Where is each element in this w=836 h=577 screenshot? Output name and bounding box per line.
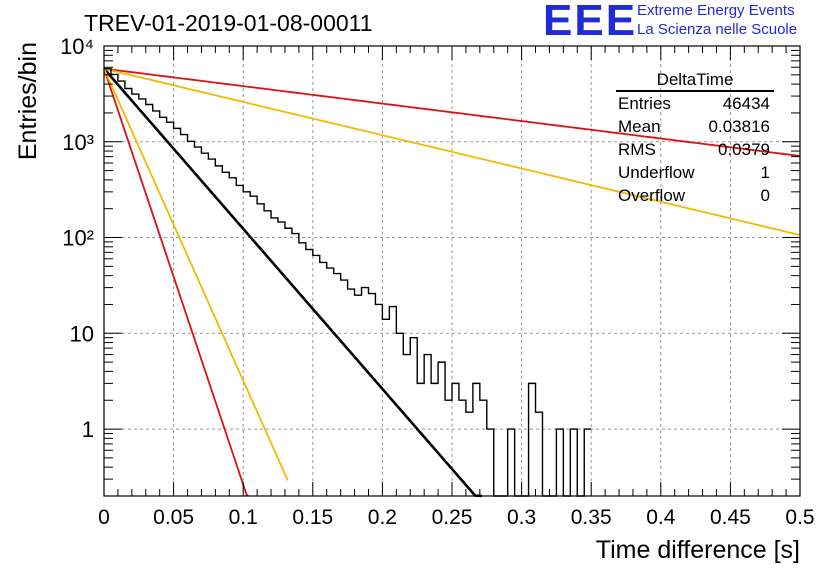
- y-tick-label: 10⁴: [60, 34, 94, 59]
- stats-value: 46434: [722, 94, 770, 113]
- x-tick-label: 0.15: [292, 506, 333, 529]
- stats-row: Mean 0.03816: [610, 115, 778, 138]
- y-tick-label: 10³: [62, 130, 94, 155]
- chart-title: TREV-01-2019-01-08-00011: [84, 10, 373, 36]
- stats-row: RMS 0.0379: [610, 138, 778, 161]
- stats-row: Entries 46434: [610, 92, 778, 115]
- y-tick-label: 1: [82, 417, 94, 442]
- x-tick-label: 0.25: [432, 506, 473, 529]
- y-axis-label: Entries/bin: [14, 42, 42, 160]
- exp-curve-3: [103, 67, 801, 236]
- stats-value: 0: [760, 186, 770, 205]
- x-tick-label: 0.5: [785, 506, 814, 529]
- stats-value: 0.0379: [718, 140, 770, 159]
- stats-box: DeltaTime Entries 46434 Mean 0.03816 RMS…: [610, 70, 778, 207]
- y-tick-label: 10: [70, 321, 94, 346]
- stats-label: RMS: [618, 140, 656, 159]
- exp-curve-2: [103, 67, 801, 157]
- x-tick-label: 0.2: [368, 506, 397, 529]
- exp-curve-4: [103, 68, 249, 497]
- stats-title: DeltaTime: [616, 70, 774, 92]
- stats-label: Mean: [618, 117, 661, 136]
- stats-row: Underflow 1: [610, 161, 778, 184]
- stats-label: Underflow: [618, 163, 695, 182]
- x-tick-label: 0.3: [507, 506, 536, 529]
- stats-value: 1: [760, 163, 770, 182]
- x-tick-label: 0.05: [153, 506, 194, 529]
- x-tick-label: 0.1: [229, 506, 258, 529]
- brand-line-2: La Scienza nelle Scuole: [637, 21, 798, 38]
- stats-value: 0.03816: [708, 117, 770, 136]
- x-tick-label: 0.45: [710, 506, 751, 529]
- x-tick-label: 0.4: [646, 506, 676, 529]
- y-tick-label: 10²: [62, 226, 94, 251]
- x-axis-label: Time difference [s]: [596, 536, 800, 564]
- stats-row: Overflow 0: [610, 184, 778, 207]
- exp-curve-1: [103, 67, 483, 498]
- histogram-steps: [104, 67, 592, 497]
- brand-line-1: Extreme Energy Events: [637, 2, 795, 19]
- stats-label: Entries: [618, 94, 671, 113]
- stats-label: Overflow: [618, 186, 686, 205]
- x-tick-label: 0.35: [571, 506, 612, 529]
- exp-curve-5: [103, 68, 289, 481]
- x-tick-label: 0: [98, 506, 110, 529]
- eee-logo: EEE: [543, 0, 638, 45]
